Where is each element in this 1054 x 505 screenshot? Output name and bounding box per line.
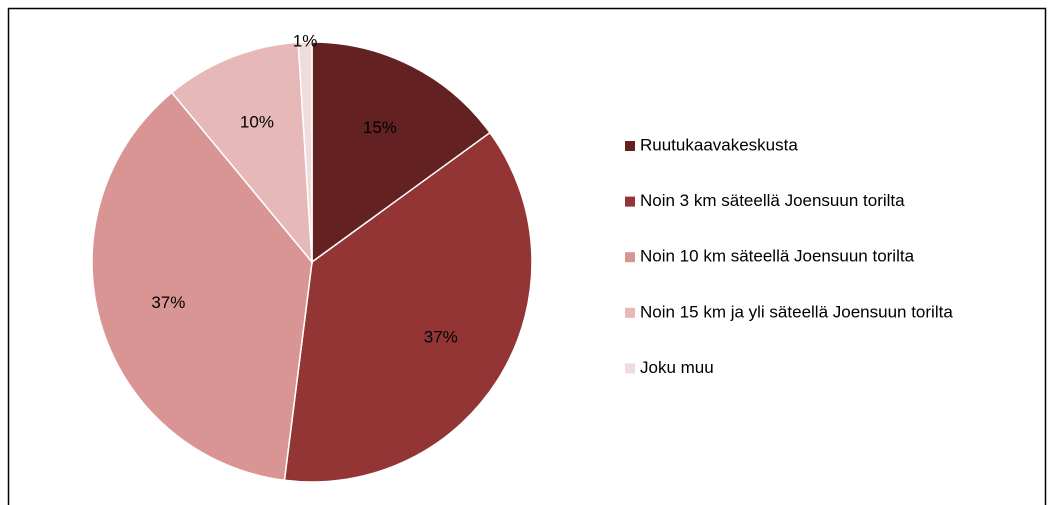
legend-label: Noin 10 km säteellä Joensuun torilta: [640, 247, 915, 266]
pie-slice: [311, 41, 492, 264]
data-label: 15%: [363, 118, 397, 137]
legend-swatch: [625, 252, 635, 263]
data-label: 37%: [424, 328, 458, 347]
legend-swatch: [625, 363, 635, 374]
data-label: 10%: [240, 112, 274, 131]
pie-slice: [283, 131, 533, 483]
legend-swatch: [625, 141, 635, 151]
legend-swatch: [625, 196, 635, 207]
chart-border: [7, 7, 1047, 505]
legend-label: Joku muu: [640, 358, 714, 377]
legend-swatch: [625, 307, 635, 318]
pie-slice: [170, 41, 313, 265]
legend-label: Ruutukaavakeskusta: [640, 135, 798, 154]
pie-slice: [91, 91, 313, 482]
data-label: 37%: [151, 293, 185, 312]
legend-label: Noin 15 km ja yli säteellä Joensuun tori…: [640, 302, 953, 321]
data-label: 1%: [293, 32, 318, 51]
pie-slice: [297, 41, 313, 263]
legend-label: Noin 3 km säteellä Joensuun torilta: [640, 191, 905, 210]
